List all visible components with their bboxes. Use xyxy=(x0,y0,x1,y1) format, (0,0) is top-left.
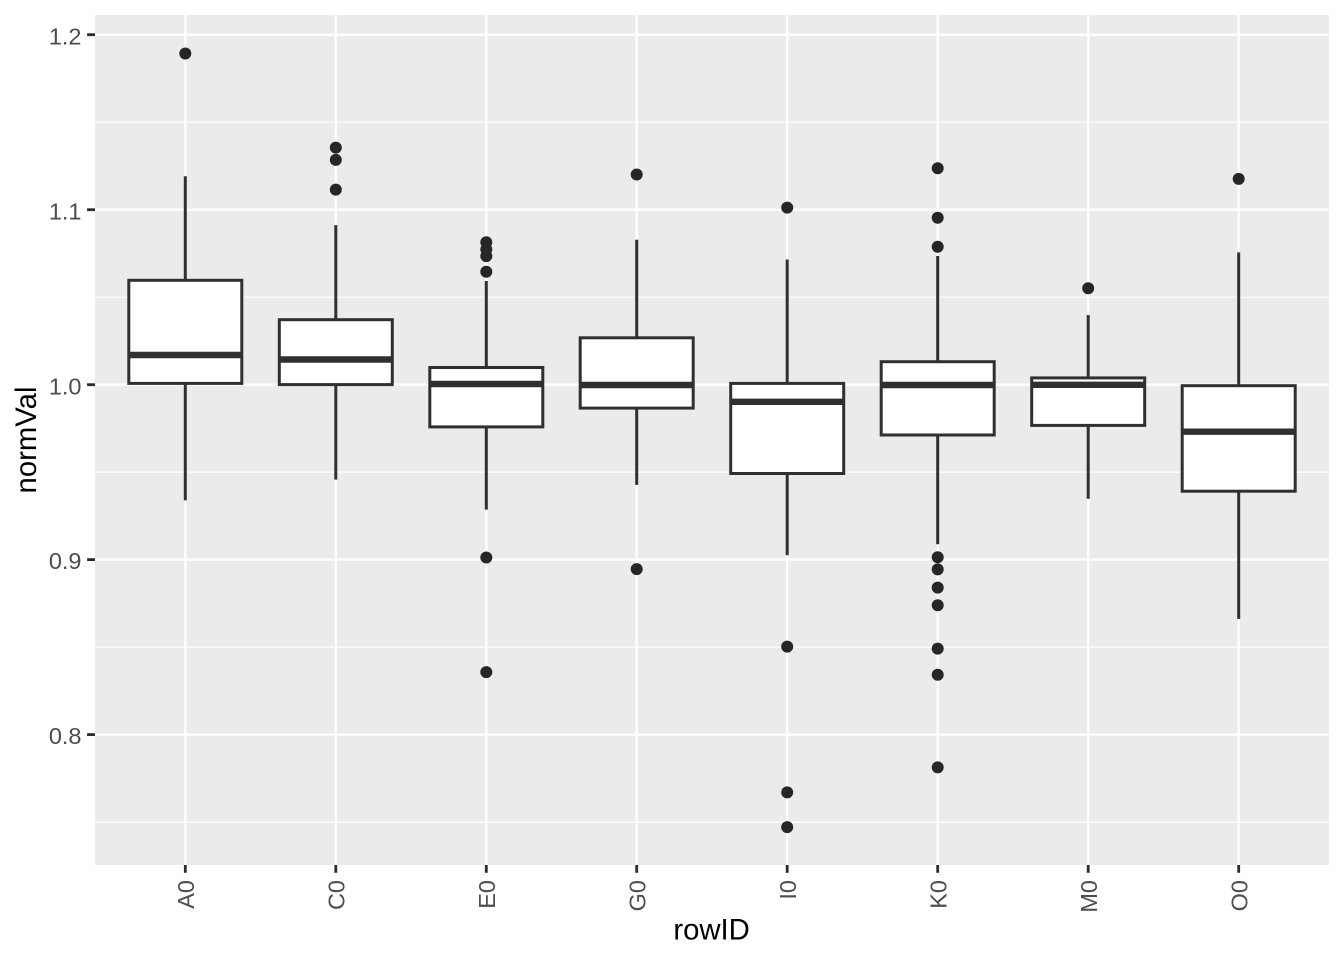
svg-text:K0: K0 xyxy=(925,880,951,909)
svg-text:G0: G0 xyxy=(624,880,650,911)
svg-text:0.8: 0.8 xyxy=(49,723,82,749)
svg-text:normVal: normVal xyxy=(10,387,43,494)
svg-text:O0: O0 xyxy=(1226,880,1252,911)
svg-text:E0: E0 xyxy=(474,880,500,909)
svg-text:1.1: 1.1 xyxy=(49,198,82,224)
svg-text:0.9: 0.9 xyxy=(49,548,82,574)
svg-text:C0: C0 xyxy=(323,880,349,910)
svg-text:rowID: rowID xyxy=(673,914,750,947)
svg-text:A0: A0 xyxy=(173,880,199,909)
svg-text:1.0: 1.0 xyxy=(49,373,82,399)
svg-text:1.2: 1.2 xyxy=(49,23,82,49)
svg-text:I0: I0 xyxy=(775,880,801,900)
svg-text:M0: M0 xyxy=(1076,880,1102,913)
